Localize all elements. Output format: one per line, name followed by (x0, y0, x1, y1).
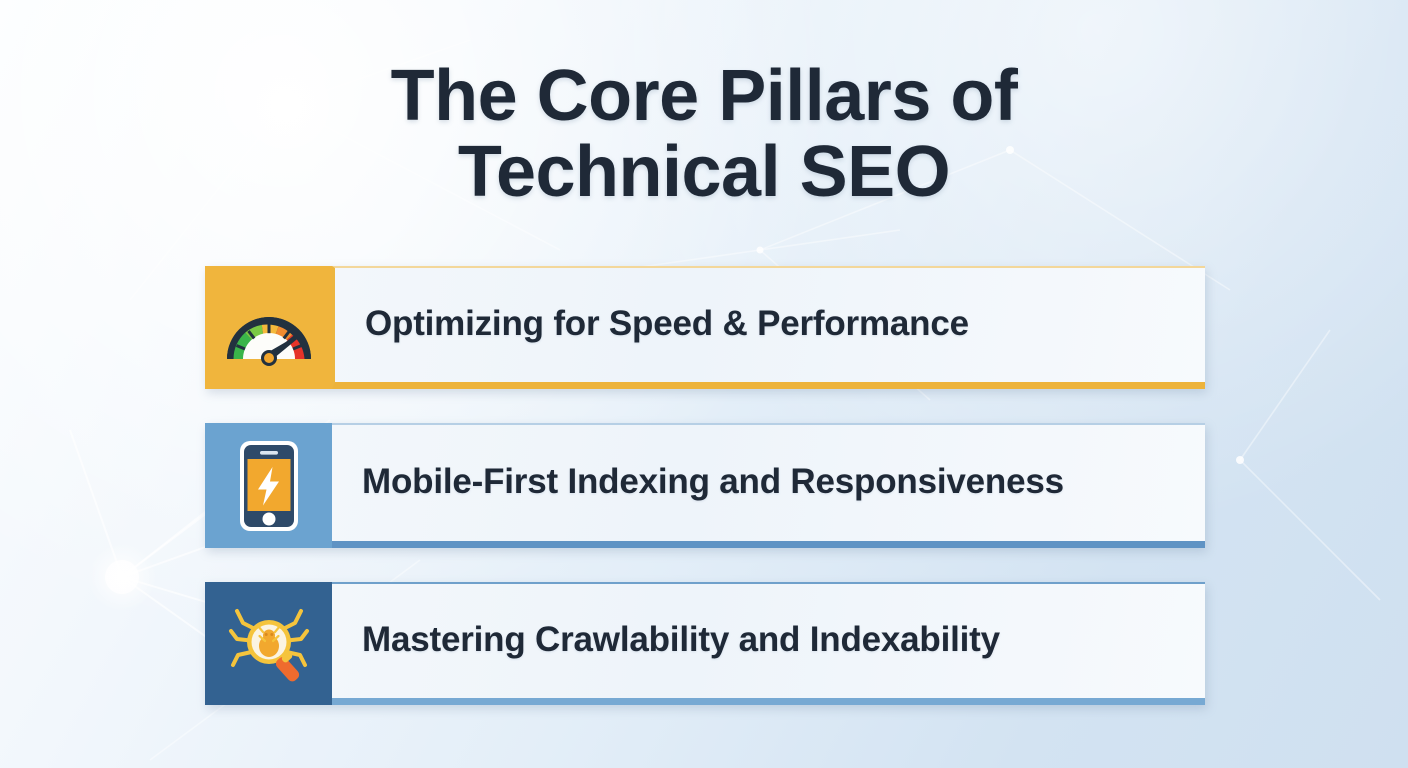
pillar-card-mobile[interactable]: Mobile-First Indexing and Responsiveness (205, 423, 1205, 548)
spider-magnifier-icon (228, 608, 309, 681)
pillars-list: Optimizing for Speed & Performance Mobil… (205, 266, 1205, 739)
pillar-body-speed: Optimizing for Speed & Performance (332, 266, 1205, 389)
pillar-icon-block-crawl (205, 582, 332, 705)
pillar-title-mobile: Mobile-First Indexing and Responsiveness (362, 461, 1064, 501)
pillar-title-crawl: Mastering Crawlability and Indexability (362, 619, 1000, 659)
smartphone-lightning-icon (239, 440, 298, 531)
pillar-icon-block-speed (205, 266, 332, 389)
page-title: The Core Pillars of Technical SEO (390, 56, 1018, 213)
background-glow-left (88, 543, 156, 611)
pillar-title-speed: Optimizing for Speed & Performance (365, 303, 969, 343)
pillar-icon-block-mobile (205, 423, 332, 548)
pillar-card-crawl[interactable]: Mastering Crawlability and Indexability (205, 582, 1205, 705)
pillar-card-speed[interactable]: Optimizing for Speed & Performance (205, 266, 1205, 389)
pillar-body-crawl: Mastering Crawlability and Indexability (332, 582, 1205, 705)
pillar-body-mobile: Mobile-First Indexing and Responsiveness (332, 423, 1205, 548)
speedometer-gauge-icon (226, 316, 311, 366)
